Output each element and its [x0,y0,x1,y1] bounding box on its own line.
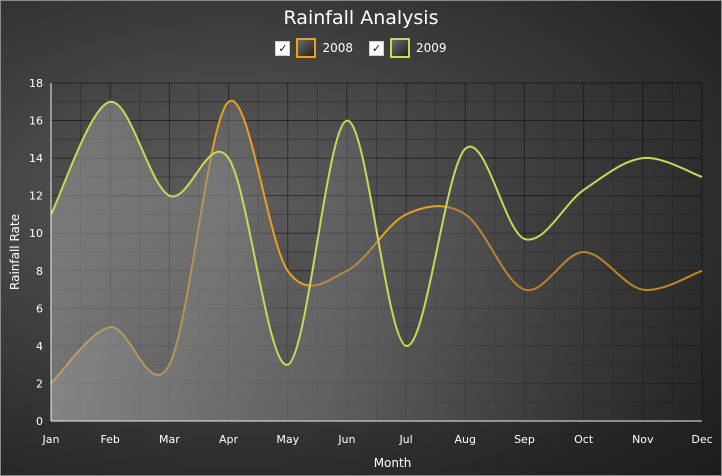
chart-title: Rainfall Analysis [283,7,439,29]
data-point-2009-Aug [465,148,466,149]
x-tick-label: Aug [455,433,476,446]
legend-label-2009: 2009 [416,41,447,55]
x-tick-label: Nov [632,433,654,446]
x-tick-label: Jul [398,433,412,446]
y-tick-label: 8 [36,265,43,278]
series-line-2009 [50,100,703,366]
data-point-2009-Mar [169,195,170,196]
data-point-2009-Apr [228,158,229,159]
y-tick-label: 6 [36,302,43,315]
series-area-2009 [51,101,702,421]
data-point-2008-Jul [406,214,407,215]
data-point-2009-Oct [583,190,584,191]
y-tick-label: 12 [29,190,43,203]
x-tick-label: Feb [100,433,119,446]
legend-label-2008: 2008 [322,41,353,55]
data-point-2009-May [287,364,288,365]
checkbox-2008[interactable]: ✓ [275,40,291,56]
x-tick-label: Sep [514,433,535,446]
x-tick-label: Dec [691,433,712,446]
legend-item-2009[interactable]: ✓ 2009 [369,38,447,58]
data-point-2009-Dec [702,176,703,177]
x-tick-label: Jan [42,433,60,446]
y-tick-label: 2 [36,377,43,390]
y-tick-label: 18 [29,77,43,90]
x-tick-label: Oct [574,433,594,446]
y-axis-title: Rainfall Rate [8,214,22,290]
data-point-2009-Feb [110,101,111,102]
data-point-2008-Apr [228,101,229,102]
data-point-2009-Jul [406,345,407,346]
x-tick-label: Apr [219,433,239,446]
y-tick-label: 4 [36,340,43,353]
legend-swatch-2009 [390,38,410,58]
y-tick-label: 0 [36,415,43,428]
y-tick-label: 14 [29,152,43,165]
x-tick-label: May [276,433,299,446]
x-tick-label: Mar [159,433,180,446]
x-axis-title: Month [374,456,412,470]
x-tick-label: Jun [337,433,355,446]
legend-swatch-2008 [296,38,317,58]
legend-item-2008[interactable]: ✓ 2008 [275,38,353,58]
legend: ✓ 2008 ✓ 2009 [1,38,721,58]
data-point-2009-Sep [524,238,525,239]
y-tick-label: 16 [29,115,43,128]
data-point-2008-May [287,270,288,271]
y-tick-label: 10 [29,227,43,240]
checkbox-2009[interactable]: ✓ [369,40,384,56]
data-point-2009-Nov [642,158,643,159]
data-point-2009-Jun [346,120,347,121]
